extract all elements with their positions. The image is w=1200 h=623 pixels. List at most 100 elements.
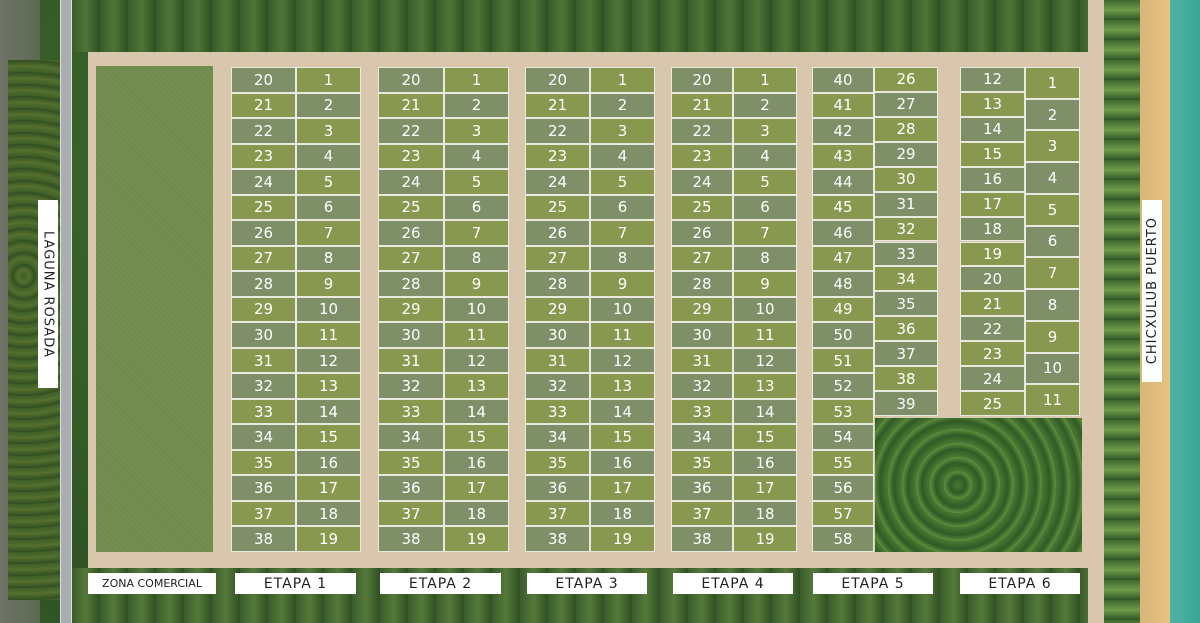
lot-etapa-2-25[interactable]: 25 bbox=[378, 194, 444, 221]
lot-etapa-1-16[interactable]: 16 bbox=[296, 449, 361, 476]
lot-etapa-6-20[interactable]: 20 bbox=[960, 266, 1025, 292]
lot-etapa-4-26[interactable]: 26 bbox=[671, 220, 733, 246]
lot-etapa-5-29[interactable]: 29 bbox=[874, 141, 938, 167]
lot-etapa-6-19[interactable]: 19 bbox=[960, 241, 1025, 267]
lot-etapa-3-18[interactable]: 18 bbox=[590, 500, 655, 527]
lot-etapa-4-10[interactable]: 10 bbox=[733, 296, 797, 323]
lot-etapa-4-38[interactable]: 38 bbox=[671, 526, 733, 552]
lot-etapa-4-13[interactable]: 13 bbox=[733, 373, 797, 399]
lot-etapa-2-8[interactable]: 8 bbox=[444, 245, 509, 272]
lot-etapa-5-49[interactable]: 49 bbox=[812, 296, 874, 323]
lot-etapa-4-30[interactable]: 30 bbox=[671, 322, 733, 348]
lot-etapa-6-15[interactable]: 15 bbox=[960, 141, 1025, 167]
lot-etapa-5-30[interactable]: 30 bbox=[874, 166, 938, 192]
lot-etapa-1-34[interactable]: 34 bbox=[231, 424, 296, 450]
lot-etapa-1-3[interactable]: 3 bbox=[296, 118, 361, 144]
lot-etapa-4-31[interactable]: 31 bbox=[671, 347, 733, 374]
lot-etapa-2-18[interactable]: 18 bbox=[444, 500, 509, 527]
lot-etapa-1-7[interactable]: 7 bbox=[296, 220, 361, 246]
lot-etapa-1-18[interactable]: 18 bbox=[296, 500, 361, 527]
zona-comercial-area[interactable] bbox=[96, 66, 213, 552]
lot-etapa-5-33[interactable]: 33 bbox=[874, 241, 938, 267]
lot-etapa-2-36[interactable]: 36 bbox=[378, 475, 444, 501]
lot-etapa-4-22[interactable]: 22 bbox=[671, 118, 733, 144]
lot-etapa-1-32[interactable]: 32 bbox=[231, 373, 296, 399]
lot-etapa-3-27[interactable]: 27 bbox=[525, 245, 590, 272]
lot-etapa-5-54[interactable]: 54 bbox=[812, 424, 874, 450]
lot-etapa-4-35[interactable]: 35 bbox=[671, 449, 733, 476]
lot-etapa-3-33[interactable]: 33 bbox=[525, 398, 590, 425]
lot-etapa-4-11[interactable]: 11 bbox=[733, 322, 797, 348]
lot-etapa-3-6[interactable]: 6 bbox=[590, 194, 655, 221]
lot-etapa-2-11[interactable]: 11 bbox=[444, 322, 509, 348]
lot-etapa-1-12[interactable]: 12 bbox=[296, 347, 361, 374]
lot-etapa-5-36[interactable]: 36 bbox=[874, 316, 938, 342]
lot-etapa-3-25[interactable]: 25 bbox=[525, 194, 590, 221]
lot-etapa-6-13[interactable]: 13 bbox=[960, 91, 1025, 117]
lot-etapa-5-43[interactable]: 43 bbox=[812, 143, 874, 170]
lot-etapa-4-16[interactable]: 16 bbox=[733, 449, 797, 476]
lot-etapa-1-9[interactable]: 9 bbox=[296, 271, 361, 297]
lot-etapa-1-14[interactable]: 14 bbox=[296, 398, 361, 425]
lot-etapa-3-22[interactable]: 22 bbox=[525, 118, 590, 144]
lot-etapa-1-1[interactable]: 1 bbox=[296, 67, 361, 93]
lot-etapa-5-28[interactable]: 28 bbox=[874, 116, 938, 142]
lot-etapa-4-23[interactable]: 23 bbox=[671, 143, 733, 170]
lot-etapa-2-15[interactable]: 15 bbox=[444, 424, 509, 450]
lot-etapa-1-4[interactable]: 4 bbox=[296, 143, 361, 170]
lot-etapa-3-2[interactable]: 2 bbox=[590, 92, 655, 119]
lot-etapa-3-35[interactable]: 35 bbox=[525, 449, 590, 476]
lot-etapa-1-6[interactable]: 6 bbox=[296, 194, 361, 221]
lot-etapa-3-19[interactable]: 19 bbox=[590, 526, 655, 552]
lot-etapa-3-16[interactable]: 16 bbox=[590, 449, 655, 476]
lot-etapa-2-16[interactable]: 16 bbox=[444, 449, 509, 476]
lot-etapa-5-37[interactable]: 37 bbox=[874, 341, 938, 367]
lot-etapa-3-20[interactable]: 20 bbox=[525, 67, 590, 93]
lot-etapa-2-27[interactable]: 27 bbox=[378, 245, 444, 272]
lot-etapa-4-19[interactable]: 19 bbox=[733, 526, 797, 552]
lot-etapa-4-33[interactable]: 33 bbox=[671, 398, 733, 425]
lot-etapa-3-11[interactable]: 11 bbox=[590, 322, 655, 348]
lot-etapa-6-6[interactable]: 6 bbox=[1025, 225, 1080, 258]
lot-etapa-5-41[interactable]: 41 bbox=[812, 92, 874, 119]
lot-etapa-3-3[interactable]: 3 bbox=[590, 118, 655, 144]
lot-etapa-5-50[interactable]: 50 bbox=[812, 322, 874, 348]
lot-etapa-5-48[interactable]: 48 bbox=[812, 271, 874, 297]
lot-etapa-3-12[interactable]: 12 bbox=[590, 347, 655, 374]
lot-etapa-6-17[interactable]: 17 bbox=[960, 191, 1025, 217]
lot-etapa-4-9[interactable]: 9 bbox=[733, 271, 797, 297]
lot-etapa-2-30[interactable]: 30 bbox=[378, 322, 444, 348]
lot-etapa-2-28[interactable]: 28 bbox=[378, 271, 444, 297]
lot-etapa-3-24[interactable]: 24 bbox=[525, 169, 590, 195]
lot-etapa-1-19[interactable]: 19 bbox=[296, 526, 361, 552]
lot-etapa-1-36[interactable]: 36 bbox=[231, 475, 296, 501]
lot-etapa-6-3[interactable]: 3 bbox=[1025, 130, 1080, 163]
lot-etapa-4-25[interactable]: 25 bbox=[671, 194, 733, 221]
lot-etapa-2-22[interactable]: 22 bbox=[378, 118, 444, 144]
lot-etapa-3-4[interactable]: 4 bbox=[590, 143, 655, 170]
lot-etapa-3-21[interactable]: 21 bbox=[525, 92, 590, 119]
lot-etapa-3-30[interactable]: 30 bbox=[525, 322, 590, 348]
lot-etapa-3-28[interactable]: 28 bbox=[525, 271, 590, 297]
lot-etapa-6-4[interactable]: 4 bbox=[1025, 162, 1080, 194]
lot-etapa-1-5[interactable]: 5 bbox=[296, 169, 361, 195]
lot-etapa-3-14[interactable]: 14 bbox=[590, 398, 655, 425]
lot-etapa-1-33[interactable]: 33 bbox=[231, 398, 296, 425]
lot-etapa-3-8[interactable]: 8 bbox=[590, 245, 655, 272]
lot-etapa-3-38[interactable]: 38 bbox=[525, 526, 590, 552]
lot-etapa-1-21[interactable]: 21 bbox=[231, 92, 296, 119]
lot-etapa-1-28[interactable]: 28 bbox=[231, 271, 296, 297]
lot-etapa-3-31[interactable]: 31 bbox=[525, 347, 590, 374]
lot-etapa-3-9[interactable]: 9 bbox=[590, 271, 655, 297]
lot-etapa-5-35[interactable]: 35 bbox=[874, 291, 938, 317]
lot-etapa-5-26[interactable]: 26 bbox=[874, 67, 938, 92]
lot-etapa-2-3[interactable]: 3 bbox=[444, 118, 509, 144]
lot-etapa-4-37[interactable]: 37 bbox=[671, 500, 733, 527]
lot-etapa-2-17[interactable]: 17 bbox=[444, 475, 509, 501]
lot-etapa-1-8[interactable]: 8 bbox=[296, 245, 361, 272]
lot-etapa-4-3[interactable]: 3 bbox=[733, 118, 797, 144]
lot-etapa-1-26[interactable]: 26 bbox=[231, 220, 296, 246]
lot-etapa-2-2[interactable]: 2 bbox=[444, 92, 509, 119]
lot-etapa-1-24[interactable]: 24 bbox=[231, 169, 296, 195]
lot-etapa-1-15[interactable]: 15 bbox=[296, 424, 361, 450]
